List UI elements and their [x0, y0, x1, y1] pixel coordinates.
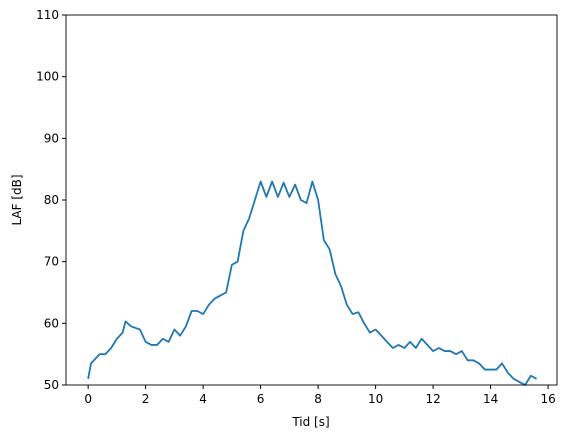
- x-tick-label: 2: [142, 392, 150, 406]
- y-tick-label: 60: [44, 316, 59, 330]
- x-tick-label: 14: [483, 392, 498, 406]
- y-tick-label: 50: [44, 378, 59, 392]
- y-tick-label: 80: [44, 193, 59, 207]
- x-tick-label: 0: [84, 392, 92, 406]
- x-tick-label: 16: [540, 392, 555, 406]
- x-tick-label: 12: [425, 392, 440, 406]
- plot-frame: [65, 14, 558, 386]
- y-tick-label: 100: [36, 70, 59, 84]
- data-line: [87, 180, 538, 386]
- y-tick-label: 90: [44, 131, 59, 145]
- x-tick-label: 4: [199, 392, 207, 406]
- x-tick-label: 10: [368, 392, 383, 406]
- y-tick-label: 70: [44, 255, 59, 269]
- y-axis-label: LAF [dB]: [10, 174, 24, 225]
- y-tick-label: 110: [36, 8, 59, 22]
- x-axis-label: Tid [s]: [291, 415, 329, 429]
- x-tick-label: 8: [314, 392, 322, 406]
- x-tick-label: 6: [257, 392, 265, 406]
